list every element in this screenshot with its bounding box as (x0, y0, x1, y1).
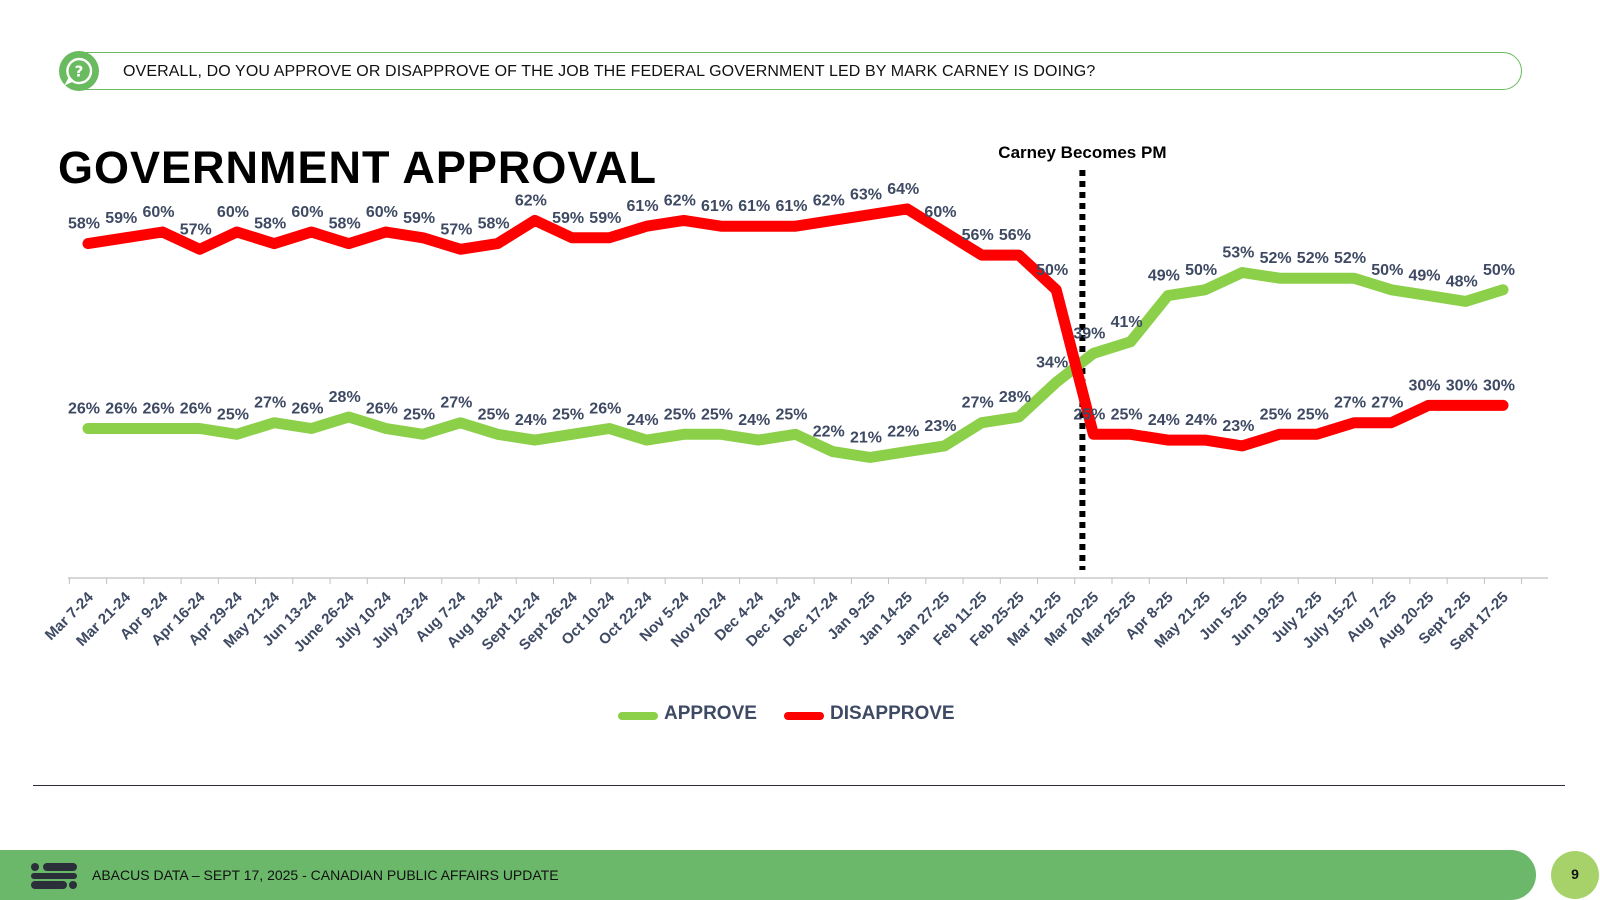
data-label-approve: 27% (254, 395, 286, 412)
data-label-disapprove: 27% (1334, 395, 1366, 412)
data-label-approve: 49% (1409, 268, 1441, 285)
data-label-disapprove: 57% (180, 221, 212, 238)
data-label-disapprove: 60% (217, 204, 249, 221)
legend-swatch-approve (618, 712, 658, 720)
abacus-logo (30, 862, 78, 895)
data-label-disapprove: 64% (887, 181, 919, 198)
data-label-approve: 52% (1260, 250, 1292, 267)
data-label-approve: 23% (924, 418, 956, 435)
data-label-disapprove: 59% (403, 210, 435, 227)
data-label-approve: 25% (217, 406, 249, 423)
question-bar: ? OVERALL, DO YOU APPROVE OR DISAPPROVE … (59, 51, 1522, 91)
data-label-disapprove: 25% (1297, 406, 1329, 423)
legend-swatch-disapprove (784, 712, 824, 720)
legend-label-approve: APPROVE (664, 703, 757, 724)
data-label-disapprove: 58% (329, 216, 361, 233)
data-label-approve: 26% (291, 401, 323, 418)
data-label-approve: 26% (105, 401, 137, 418)
data-label-disapprove: 30% (1409, 377, 1441, 394)
data-label-disapprove: 56% (962, 227, 994, 244)
data-label-disapprove: 25% (1111, 406, 1143, 423)
data-label-disapprove: 57% (440, 221, 472, 238)
data-label-disapprove: 56% (999, 227, 1031, 244)
data-label-approve: 26% (366, 401, 398, 418)
data-label-disapprove: 60% (366, 204, 398, 221)
data-label-approve: 39% (1073, 325, 1105, 342)
data-label-disapprove: 60% (924, 204, 956, 221)
page-title: GOVERNMENT APPROVAL (58, 142, 658, 193)
data-label-disapprove: 58% (68, 216, 100, 233)
data-label-disapprove: 60% (291, 204, 323, 221)
data-label-approve: 26% (180, 401, 212, 418)
data-label-disapprove: 30% (1483, 377, 1515, 394)
data-label-approve: 27% (440, 395, 472, 412)
question-icon: ? (59, 51, 99, 91)
question-text: OVERALL, DO YOU APPROVE OR DISAPPROVE OF… (123, 63, 1096, 80)
data-label-disapprove: 25% (1260, 406, 1292, 423)
data-label-approve: 22% (887, 424, 919, 441)
footer-bar: ABACUS DATA – SEPT 17, 2025 - CANADIAN P… (0, 850, 1536, 900)
data-label-disapprove: 62% (813, 192, 845, 209)
data-label-disapprove: 24% (1185, 412, 1217, 429)
data-label-approve: 50% (1483, 262, 1515, 279)
divider-line (33, 785, 1565, 786)
data-label-approve: 26% (589, 401, 621, 418)
legend-label-disapprove: DISAPPROVE (830, 703, 955, 724)
data-label-disapprove: 59% (552, 210, 584, 227)
data-label-disapprove: 59% (105, 210, 137, 227)
data-label-approve: 49% (1148, 268, 1180, 285)
data-label-disapprove: 61% (775, 198, 807, 215)
data-label-approve: 25% (664, 406, 696, 423)
data-label-approve: 28% (329, 389, 361, 406)
data-label-disapprove: 25% (1073, 406, 1105, 423)
data-label-approve: 24% (738, 412, 770, 429)
footer-text: ABACUS DATA – SEPT 17, 2025 - CANADIAN P… (92, 867, 559, 883)
data-label-approve: 50% (1371, 262, 1403, 279)
page-number: 9 (1571, 866, 1579, 882)
svg-text:?: ? (75, 63, 84, 81)
data-label-disapprove: 24% (1148, 412, 1180, 429)
data-label-approve: 48% (1446, 273, 1478, 290)
data-label-disapprove: 59% (589, 210, 621, 227)
data-label-approve: 22% (813, 424, 845, 441)
data-label-approve: 50% (1185, 262, 1217, 279)
data-label-disapprove: 60% (142, 204, 174, 221)
data-label-approve: 41% (1111, 314, 1143, 331)
data-label-approve: 25% (403, 406, 435, 423)
data-label-disapprove: 58% (254, 216, 286, 233)
data-label-disapprove: 62% (664, 192, 696, 209)
data-label-disapprove: 27% (1371, 395, 1403, 412)
data-label-disapprove: 61% (738, 198, 770, 215)
data-label-disapprove: 61% (627, 198, 659, 215)
data-label-disapprove: 58% (478, 216, 510, 233)
data-label-approve: 24% (627, 412, 659, 429)
data-label-disapprove: 63% (850, 187, 882, 204)
data-label-approve: 27% (962, 395, 994, 412)
annotation-label: Carney Becomes PM (998, 143, 1166, 162)
data-label-approve: 21% (850, 429, 882, 446)
data-label-approve: 25% (478, 406, 510, 423)
data-label-disapprove: 61% (701, 198, 733, 215)
data-label-disapprove: 50% (1036, 262, 1068, 279)
data-label-approve: 52% (1297, 250, 1329, 267)
data-label-approve: 34% (1036, 354, 1068, 371)
data-label-approve: 26% (68, 401, 100, 418)
page-number-badge: 9 (1551, 851, 1599, 899)
data-label-approve: 24% (515, 412, 547, 429)
data-label-disapprove: 62% (515, 192, 547, 209)
data-label-approve: 25% (701, 406, 733, 423)
data-label-approve: 53% (1222, 244, 1254, 261)
data-label-approve: 26% (142, 401, 174, 418)
data-label-disapprove: 23% (1222, 418, 1254, 435)
data-label-approve: 28% (999, 389, 1031, 406)
data-label-approve: 25% (775, 406, 807, 423)
data-label-approve: 25% (552, 406, 584, 423)
data-label-approve: 52% (1334, 250, 1366, 267)
data-label-disapprove: 30% (1446, 377, 1478, 394)
